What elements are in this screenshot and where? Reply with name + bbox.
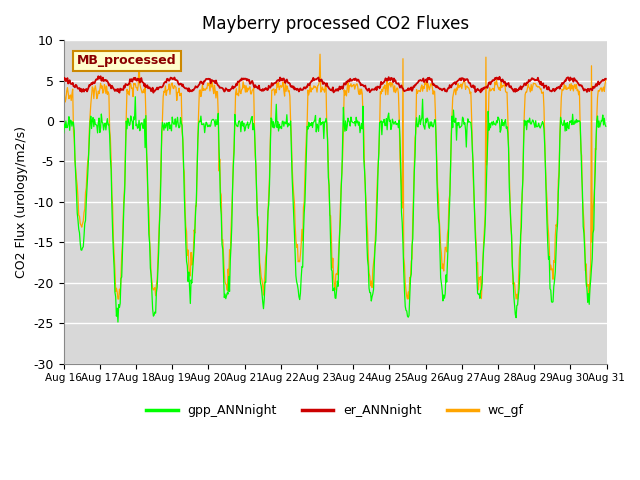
Title: Mayberry processed CO2 Fluxes: Mayberry processed CO2 Fluxes: [202, 15, 468, 33]
Y-axis label: CO2 Flux (urology/m2/s): CO2 Flux (urology/m2/s): [15, 126, 28, 278]
Text: MB_processed: MB_processed: [77, 54, 177, 67]
Legend: gpp_ANNnight, er_ANNnight, wc_gf: gpp_ANNnight, er_ANNnight, wc_gf: [141, 399, 529, 422]
